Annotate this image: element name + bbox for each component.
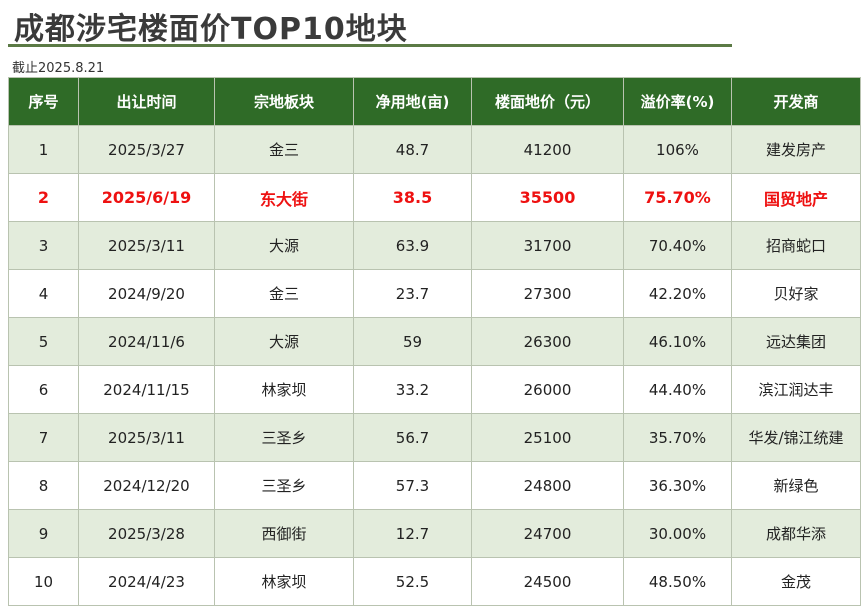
cell-index: 9 bbox=[8, 509, 79, 558]
cell-price: 24800 bbox=[471, 461, 624, 510]
cell-date: 2024/9/20 bbox=[78, 269, 215, 318]
cell-area: 33.2 bbox=[353, 365, 472, 414]
cell-developer: 远达集团 bbox=[731, 317, 861, 366]
cell-index: 3 bbox=[8, 221, 79, 270]
cell-index: 8 bbox=[8, 461, 79, 510]
cell-plot: 西御街 bbox=[214, 509, 354, 558]
cell-developer: 金茂 bbox=[731, 557, 861, 606]
table-row: 10 2024/4/23 林家坝 52.5 24500 48.50% 金茂 bbox=[8, 557, 861, 606]
cell-price: 25100 bbox=[471, 413, 624, 462]
cell-plot: 金三 bbox=[214, 125, 354, 174]
cell-area: 23.7 bbox=[353, 269, 472, 318]
cell-date: 2025/3/11 bbox=[78, 413, 215, 462]
cell-developer: 建发房产 bbox=[731, 125, 861, 174]
table-row: 6 2024/11/15 林家坝 33.2 26000 44.40% 滨江润达丰 bbox=[8, 365, 861, 414]
cell-developer: 华发/锦江统建 bbox=[731, 413, 861, 462]
table-header-row: 序号 出让时间 宗地板块 净用地(亩) 楼面地价（元） 溢价率(%) 开发商 bbox=[8, 77, 861, 126]
cell-developer: 滨江润达丰 bbox=[731, 365, 861, 414]
cell-date: 2024/11/15 bbox=[78, 365, 215, 414]
cell-index: 10 bbox=[8, 557, 79, 606]
cell-plot: 大源 bbox=[214, 221, 354, 270]
cell-premium: 106% bbox=[623, 125, 732, 174]
cell-area: 57.3 bbox=[353, 461, 472, 510]
table-row: 3 2025/3/11 大源 63.9 31700 70.40% 招商蛇口 bbox=[8, 221, 861, 270]
cell-area: 59 bbox=[353, 317, 472, 366]
cell-price: 31700 bbox=[471, 221, 624, 270]
cell-plot: 林家坝 bbox=[214, 557, 354, 606]
table-row-highlighted: 2 2025/6/19 东大街 38.5 35500 75.70% 国贸地产 bbox=[8, 173, 861, 222]
cell-index: 7 bbox=[8, 413, 79, 462]
cell-plot: 林家坝 bbox=[214, 365, 354, 414]
cell-area: 38.5 bbox=[353, 173, 472, 222]
cell-date: 2025/3/11 bbox=[78, 221, 215, 270]
cell-developer: 国贸地产 bbox=[731, 173, 861, 222]
cell-index: 4 bbox=[8, 269, 79, 318]
header-plot: 宗地板块 bbox=[214, 77, 354, 126]
header-area: 净用地(亩) bbox=[353, 77, 472, 126]
table-row: 4 2024/9/20 金三 23.7 27300 42.20% 贝好家 bbox=[8, 269, 861, 318]
table-row: 8 2024/12/20 三圣乡 57.3 24800 36.30% 新绿色 bbox=[8, 461, 861, 510]
cell-developer: 贝好家 bbox=[731, 269, 861, 318]
cell-price: 27300 bbox=[471, 269, 624, 318]
date-note: 截止2025.8.21 bbox=[12, 61, 105, 76]
cell-date: 2025/3/28 bbox=[78, 509, 215, 558]
cell-premium: 46.10% bbox=[623, 317, 732, 366]
cell-area: 56.7 bbox=[353, 413, 472, 462]
cell-premium: 35.70% bbox=[623, 413, 732, 462]
cell-date: 2024/11/6 bbox=[78, 317, 215, 366]
cell-date: 2024/4/23 bbox=[78, 557, 215, 606]
cell-plot: 金三 bbox=[214, 269, 354, 318]
cell-index: 2 bbox=[8, 173, 79, 222]
cell-developer: 成都华添 bbox=[731, 509, 861, 558]
table-row: 7 2025/3/11 三圣乡 56.7 25100 35.70% 华发/锦江统… bbox=[8, 413, 861, 462]
cell-area: 52.5 bbox=[353, 557, 472, 606]
cell-index: 6 bbox=[8, 365, 79, 414]
header-premium: 溢价率(%) bbox=[623, 77, 732, 126]
header-index: 序号 bbox=[8, 77, 79, 126]
cell-area: 48.7 bbox=[353, 125, 472, 174]
cell-price: 24700 bbox=[471, 509, 624, 558]
cell-premium: 75.70% bbox=[623, 173, 732, 222]
cell-area: 63.9 bbox=[353, 221, 472, 270]
cell-price: 26300 bbox=[471, 317, 624, 366]
cell-premium: 48.50% bbox=[623, 557, 732, 606]
cell-premium: 70.40% bbox=[623, 221, 732, 270]
cell-price: 26000 bbox=[471, 365, 624, 414]
cell-plot: 三圣乡 bbox=[214, 413, 354, 462]
cell-premium: 44.40% bbox=[623, 365, 732, 414]
land-ranking-table: 序号 出让时间 宗地板块 净用地(亩) 楼面地价（元） 溢价率(%) 开发商 1… bbox=[8, 77, 861, 606]
cell-premium: 36.30% bbox=[623, 461, 732, 510]
header-developer: 开发商 bbox=[731, 77, 861, 126]
title-underline bbox=[8, 44, 732, 47]
cell-plot: 东大街 bbox=[214, 173, 354, 222]
cell-plot: 大源 bbox=[214, 317, 354, 366]
cell-premium: 30.00% bbox=[623, 509, 732, 558]
header-date: 出让时间 bbox=[78, 77, 215, 126]
cell-price: 41200 bbox=[471, 125, 624, 174]
cell-index: 1 bbox=[8, 125, 79, 174]
cell-date: 2024/12/20 bbox=[78, 461, 215, 510]
header-price: 楼面地价（元） bbox=[471, 77, 624, 126]
table-row: 5 2024/11/6 大源 59 26300 46.10% 远达集团 bbox=[8, 317, 861, 366]
cell-developer: 招商蛇口 bbox=[731, 221, 861, 270]
cell-area: 12.7 bbox=[353, 509, 472, 558]
cell-date: 2025/6/19 bbox=[78, 173, 215, 222]
cell-price: 24500 bbox=[471, 557, 624, 606]
table-row: 1 2025/3/27 金三 48.7 41200 106% 建发房产 bbox=[8, 125, 861, 174]
cell-premium: 42.20% bbox=[623, 269, 732, 318]
cell-developer: 新绿色 bbox=[731, 461, 861, 510]
cell-price: 35500 bbox=[471, 173, 624, 222]
page-title: 成都涉宅楼面价TOP10地块 bbox=[14, 12, 408, 47]
cell-date: 2025/3/27 bbox=[78, 125, 215, 174]
table-row: 9 2025/3/28 西御街 12.7 24700 30.00% 成都华添 bbox=[8, 509, 861, 558]
cell-index: 5 bbox=[8, 317, 79, 366]
cell-plot: 三圣乡 bbox=[214, 461, 354, 510]
